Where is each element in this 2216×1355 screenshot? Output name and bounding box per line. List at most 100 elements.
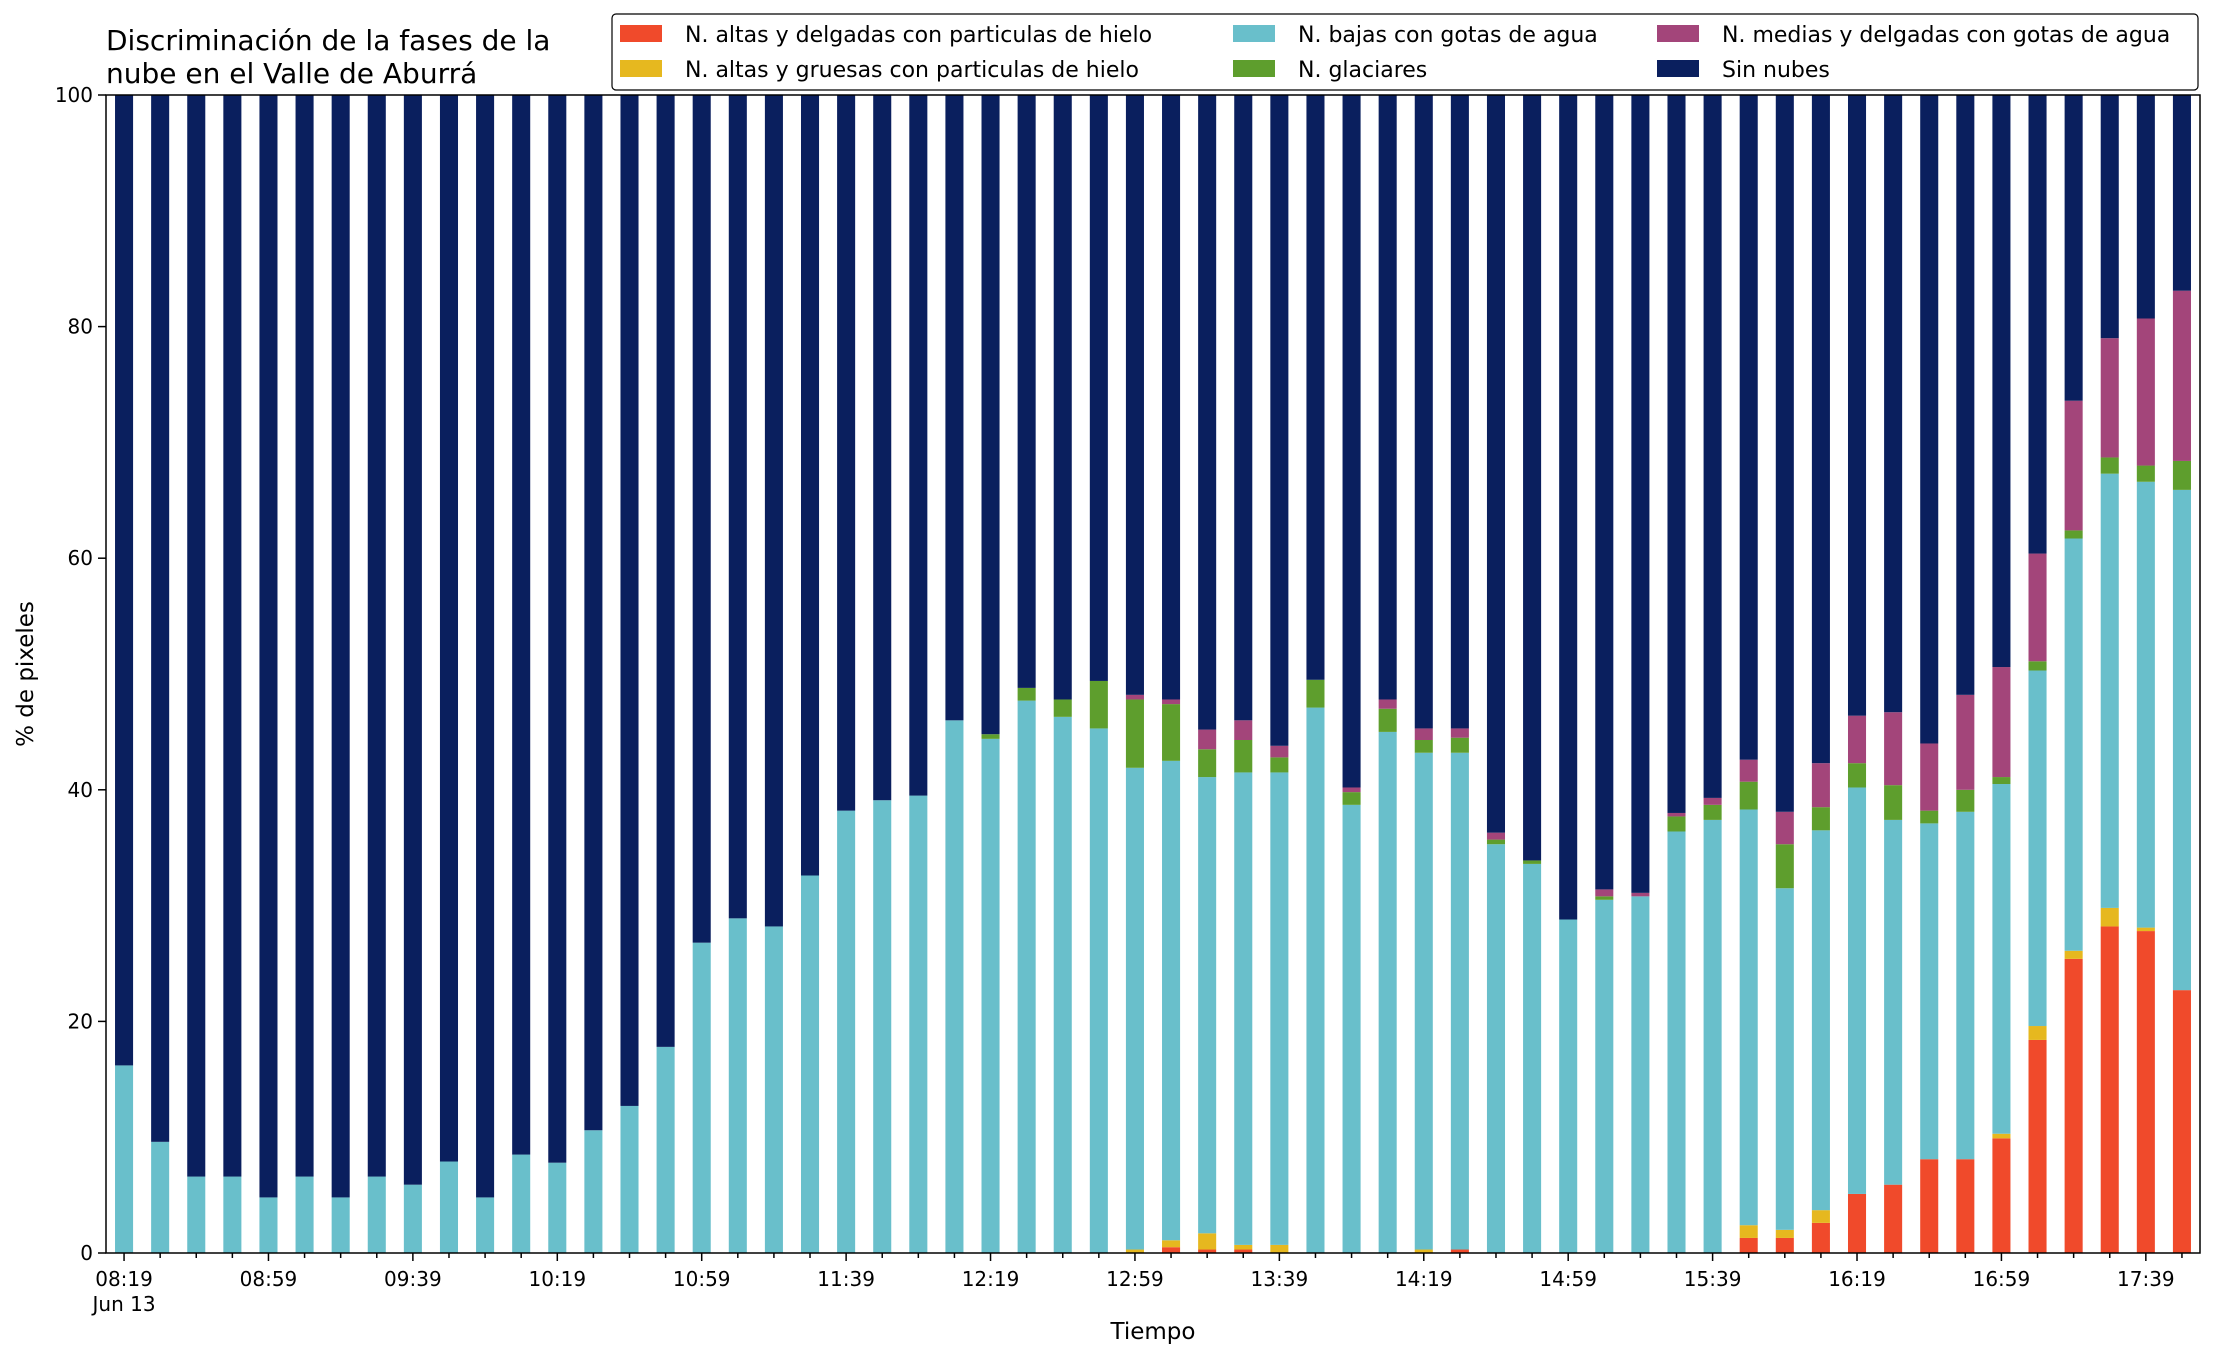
chart-title-line-2: nube en el Valle de Aburrá [106, 57, 477, 90]
bar-segment-s4-54 [2064, 400, 2083, 531]
bar-segment-s5-50 [1920, 95, 1939, 744]
bar-segment-s5-31 [1234, 95, 1253, 721]
legend-item: N. bajas con gotas de agua [1233, 23, 1598, 48]
bar-segment-s5-42 [1631, 95, 1650, 893]
x-tick-label: 11:39 [817, 1267, 875, 1291]
bar-segment-s2-25 [1017, 700, 1036, 1253]
bar-segment-s2-55 [2100, 473, 2119, 908]
bar-segment-s3-26 [1053, 699, 1072, 717]
x-tick-label: 15:39 [1684, 1267, 1742, 1291]
bar-segment-s5-36 [1414, 95, 1433, 729]
bar-segment-s5-57 [2172, 95, 2191, 291]
bar-segment-s2-49 [1884, 819, 1903, 1185]
bar-segment-s5-45 [1739, 95, 1758, 760]
bar-segment-s2-30 [1198, 777, 1217, 1234]
bar-segment-s4-35 [1378, 699, 1397, 709]
bar-segment-s5-25 [1017, 95, 1036, 688]
bar-segment-s0-56 [2136, 931, 2155, 1253]
bar-segment-s4-53 [2028, 553, 2047, 662]
x-tick-label: 12:19 [962, 1267, 1020, 1291]
bar-segment-s5-15 [656, 95, 675, 1047]
legend-swatch [1657, 25, 1699, 42]
bar-segment-s5-16 [692, 95, 711, 943]
legend-item: N. altas y gruesas con particulas de hie… [620, 58, 1139, 83]
legend-item: N. glaciares [1233, 58, 1427, 83]
bar-segment-s4-42 [1631, 892, 1650, 897]
bar-segment-s4-32 [1270, 745, 1289, 758]
bar-segment-s2-17 [728, 918, 747, 1253]
bar-segment-s5-0 [115, 95, 134, 1066]
bar-segment-s5-3 [223, 95, 242, 1177]
bar-segment-s5-24 [981, 95, 1000, 735]
bar-segment-s2-16 [692, 942, 711, 1253]
bar-segment-s1-47 [1811, 1210, 1830, 1223]
bar-segment-s1-55 [2100, 907, 2119, 927]
bar-segment-s4-34 [1342, 787, 1361, 793]
bar-segment-s4-29 [1162, 699, 1181, 705]
bar-segment-s3-28 [1125, 699, 1144, 768]
bar-segment-s3-46 [1775, 844, 1794, 889]
bar-segment-s5-40 [1559, 95, 1578, 920]
bar-segment-s5-20 [837, 95, 856, 811]
bar-segment-s2-53 [2028, 670, 2047, 1027]
bar-segment-s2-32 [1270, 772, 1289, 1245]
bar-segment-s4-43 [1667, 812, 1686, 817]
bar-segment-s2-46 [1775, 888, 1794, 1230]
bar-segment-s2-12 [548, 1162, 567, 1253]
bar-segment-s1-45 [1739, 1225, 1758, 1238]
bar-segment-s5-22 [909, 95, 928, 796]
bar-segment-s0-54 [2064, 958, 2083, 1253]
bar-segment-s2-20 [837, 810, 856, 1253]
bar-segment-s5-18 [764, 95, 783, 927]
bar-segment-s5-27 [1089, 95, 1108, 681]
bar-segment-s5-51 [1956, 95, 1975, 695]
bar-segment-s0-29 [1162, 1247, 1181, 1253]
x-tick-sublabel: Jun 13 [91, 1292, 156, 1316]
bar-segment-s0-46 [1775, 1237, 1794, 1253]
bar-segment-s4-48 [1847, 715, 1867, 764]
bar-segment-s2-36 [1414, 752, 1433, 1250]
legend: N. altas y delgadas con particulas de hi… [611, 13, 2199, 91]
bar-segment-s5-9 [439, 95, 459, 1162]
bar-segment-s4-36 [1414, 728, 1433, 741]
bar-segment-s2-44 [1703, 819, 1722, 1253]
bar-segment-s5-14 [620, 95, 639, 1106]
bar-segment-s5-38 [1486, 95, 1506, 833]
bar-segment-s2-26 [1053, 716, 1072, 1253]
bar-segment-s3-39 [1523, 860, 1542, 864]
bar-segment-s5-48 [1847, 95, 1867, 716]
bar-segment-s4-31 [1234, 720, 1253, 741]
bar-segment-s1-32 [1270, 1244, 1289, 1253]
bar-segment-s2-50 [1920, 823, 1939, 1160]
bar-segment-s0-50 [1920, 1159, 1939, 1253]
bar-segment-s1-31 [1234, 1244, 1253, 1250]
bar-segment-s2-24 [981, 738, 1000, 1253]
legend-item: Sin nubes [1657, 58, 1830, 83]
bar-segment-s2-15 [656, 1046, 675, 1253]
legend-frame [611, 13, 2199, 91]
bar-segment-s0-55 [2100, 926, 2119, 1253]
bar-segment-s2-10 [476, 1197, 495, 1253]
bar-segment-s3-38 [1486, 839, 1506, 845]
bar-segment-s0-31 [1234, 1249, 1253, 1253]
bars-layer [115, 95, 2191, 1253]
bar-segment-s3-36 [1414, 740, 1433, 753]
bar-segment-s2-48 [1847, 787, 1867, 1194]
legend-label: N. glaciares [1298, 58, 1427, 83]
bar-segment-s2-51 [1956, 811, 1975, 1160]
bar-segment-s0-57 [2172, 990, 2191, 1253]
bar-segment-s5-11 [512, 95, 531, 1155]
bar-segment-s2-33 [1306, 707, 1325, 1253]
bar-segment-s2-18 [764, 926, 783, 1253]
bar-segment-s5-26 [1053, 95, 1072, 700]
bar-segment-s4-46 [1775, 811, 1794, 845]
bar-segment-s3-29 [1162, 704, 1181, 761]
bar-segment-s5-17 [728, 95, 747, 919]
bar-segment-s5-5 [295, 95, 314, 1177]
bar-segment-s5-41 [1595, 95, 1614, 890]
bar-segment-s4-55 [2100, 338, 2119, 458]
bar-segment-s5-32 [1270, 95, 1289, 746]
bar-segment-s5-39 [1523, 95, 1542, 861]
bar-segment-s5-53 [2028, 95, 2047, 554]
